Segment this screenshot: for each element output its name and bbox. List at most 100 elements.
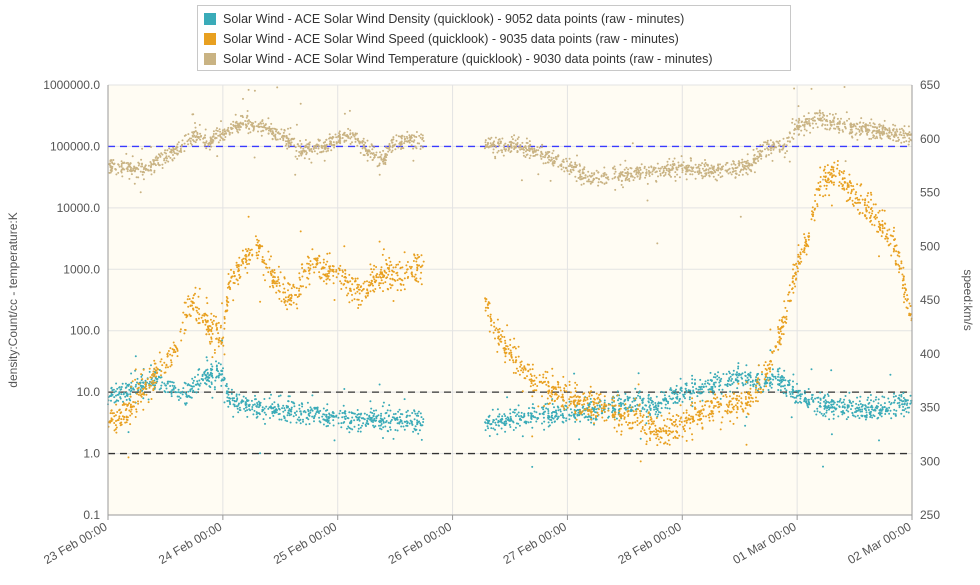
data-point xyxy=(251,123,254,126)
data-point xyxy=(318,254,321,257)
data-point xyxy=(294,173,297,176)
data-point xyxy=(414,412,417,415)
data-point xyxy=(869,413,871,416)
data-point xyxy=(286,420,289,423)
data-point xyxy=(806,118,809,120)
data-point xyxy=(748,168,751,171)
data-point xyxy=(655,408,658,411)
data-point xyxy=(778,144,781,147)
data-point xyxy=(153,373,156,376)
data-point xyxy=(787,380,790,382)
data-point xyxy=(630,167,633,170)
data-point xyxy=(643,408,646,411)
data-point xyxy=(417,280,420,283)
data-point xyxy=(664,173,667,176)
data-point xyxy=(215,322,218,325)
data-point xyxy=(573,409,576,411)
data-point xyxy=(161,163,164,166)
data-point xyxy=(766,141,769,144)
data-point xyxy=(345,276,347,279)
data-point xyxy=(675,168,678,171)
data-point xyxy=(160,152,163,155)
data-point xyxy=(237,131,240,134)
data-point xyxy=(559,414,562,417)
data-point xyxy=(403,288,406,291)
data-point xyxy=(362,137,365,140)
data-point xyxy=(843,398,846,401)
data-point xyxy=(498,415,500,418)
data-point xyxy=(605,173,608,176)
data-point xyxy=(390,273,393,276)
data-point xyxy=(232,120,235,123)
data-point xyxy=(767,153,770,156)
data-point xyxy=(169,365,172,368)
data-point xyxy=(244,120,247,122)
data-point xyxy=(659,172,662,175)
data-point xyxy=(860,127,863,130)
data-point xyxy=(753,160,756,163)
data-point xyxy=(392,413,395,416)
data-point xyxy=(226,390,229,393)
legend-item-density[interactable]: Solar Wind - ACE Solar Wind Density (qui… xyxy=(204,10,684,28)
data-point xyxy=(676,397,678,400)
data-point xyxy=(348,431,351,434)
data-point xyxy=(320,267,323,270)
data-point xyxy=(663,391,665,394)
data-point xyxy=(674,171,677,174)
data-point xyxy=(120,386,123,388)
data-point xyxy=(864,405,867,407)
data-point xyxy=(667,173,670,176)
data-point xyxy=(322,261,325,264)
data-point xyxy=(329,136,332,139)
legend-item-speed[interactable]: Solar Wind - ACE Solar Wind Speed (quick… xyxy=(204,30,679,48)
data-point xyxy=(823,175,825,178)
data-point xyxy=(673,393,676,395)
data-point xyxy=(553,411,556,414)
data-point xyxy=(211,396,214,399)
data-point xyxy=(153,359,156,362)
data-point xyxy=(284,419,287,422)
data-point xyxy=(550,414,553,417)
data-point xyxy=(319,151,322,154)
data-point xyxy=(206,378,209,381)
data-point xyxy=(668,395,671,398)
data-point xyxy=(626,171,629,173)
data-point xyxy=(296,143,299,146)
data-point xyxy=(712,175,715,178)
data-point xyxy=(811,394,813,396)
data-point xyxy=(793,87,796,90)
data-point xyxy=(895,250,898,253)
data-point xyxy=(253,409,256,412)
data-point xyxy=(257,406,260,409)
data-point xyxy=(351,416,354,419)
data-point xyxy=(389,428,392,431)
data-point xyxy=(505,422,508,425)
data-point xyxy=(698,167,701,170)
data-point xyxy=(701,399,704,402)
data-point xyxy=(702,175,705,178)
data-point xyxy=(646,409,649,411)
data-point xyxy=(894,131,897,134)
data-point xyxy=(568,400,571,403)
data-point xyxy=(526,375,528,378)
data-point xyxy=(187,133,190,136)
data-point xyxy=(295,123,298,126)
data-point xyxy=(626,174,629,177)
data-point xyxy=(613,172,616,175)
data-point xyxy=(212,315,215,317)
data-point xyxy=(287,409,290,412)
data-point xyxy=(509,426,512,428)
data-point xyxy=(342,271,344,273)
data-point xyxy=(877,220,880,223)
data-point xyxy=(343,140,346,143)
data-point xyxy=(289,410,292,412)
data-point xyxy=(144,169,147,171)
data-point xyxy=(668,171,671,174)
data-point xyxy=(860,117,863,120)
data-point xyxy=(527,421,530,424)
legend-item-temperature[interactable]: Solar Wind - ACE Solar Wind Temperature … xyxy=(204,50,713,68)
data-point xyxy=(532,389,535,392)
data-point xyxy=(358,141,361,144)
data-point xyxy=(549,159,552,162)
data-point xyxy=(318,139,321,142)
